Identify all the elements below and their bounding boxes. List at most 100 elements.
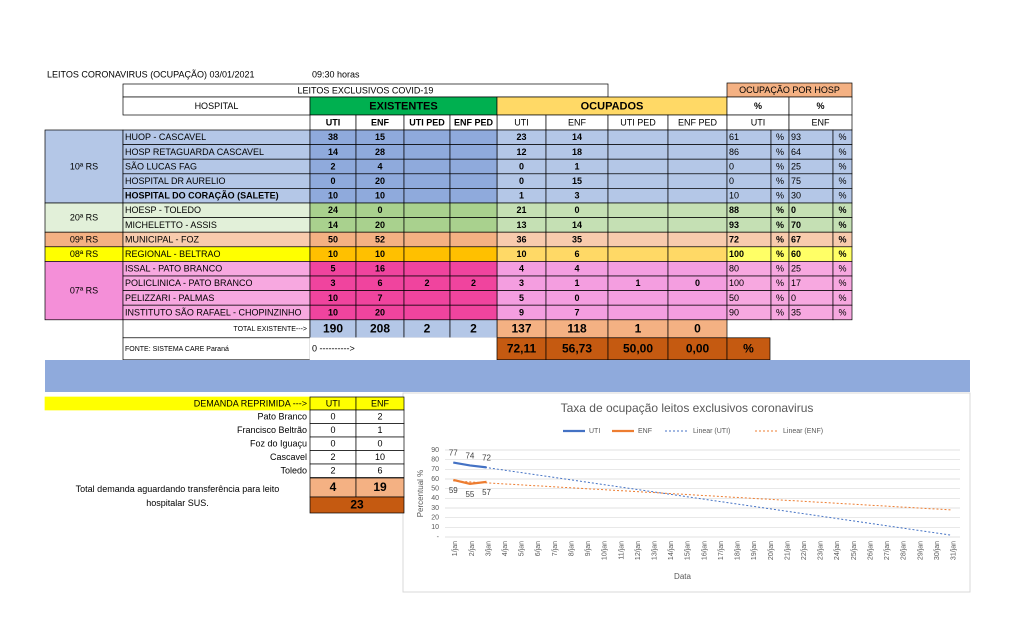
ocupados: 35 (572, 234, 582, 244)
total-existentes: 2 (424, 321, 431, 335)
total-ocupados: 0 (694, 321, 701, 335)
existentes: 4 (377, 161, 382, 171)
existentes-cell (449, 173, 498, 189)
existentes-cell (449, 217, 498, 233)
existentes: 50 (328, 234, 338, 244)
data-label: 77 (449, 449, 458, 458)
ocupados: 14 (572, 132, 582, 142)
subcol: UTI (326, 117, 341, 127)
x-tick-label: 30/jan (934, 541, 941, 560)
x-tick-label: 17/jan (718, 541, 725, 560)
existentes: 14 (328, 147, 338, 157)
existentes: 10 (328, 191, 338, 201)
subcol: ENF (371, 117, 390, 127)
col-header: OCUPADOS (581, 100, 644, 112)
rate: 56,73 (562, 341, 592, 355)
x-tick-label: 16/jan (701, 541, 708, 560)
pct: 100 (729, 278, 744, 288)
existentes: 28 (375, 147, 385, 157)
rate-unit-cell (726, 337, 771, 361)
y-tick-label: 20 (431, 515, 439, 522)
pct-sign: % (838, 205, 846, 215)
y-axis-label: Percentual % (416, 470, 425, 518)
pct-sign: % (838, 161, 846, 171)
existentes-cell (403, 188, 451, 204)
ocupados-cell (667, 246, 728, 262)
pct-sign: % (838, 278, 846, 288)
pct: 75 (791, 176, 801, 186)
x-tick-label: 14/jan (668, 541, 675, 560)
y-tick-label: 30 (431, 505, 439, 512)
ocupados-cell (607, 217, 669, 233)
legend-label: ENF (638, 428, 652, 435)
y-tick-label: 90 (431, 447, 439, 454)
existentes: 38 (328, 132, 338, 142)
chart-frame (402, 392, 971, 593)
ocupados-cell (667, 173, 728, 189)
x-tick-label: 13/jan (652, 541, 659, 560)
x-tick-label: 3/jan (485, 541, 492, 556)
demand-value-cell (355, 463, 405, 478)
demand-value: 2 (377, 412, 382, 422)
time: 09:30 horas (312, 69, 360, 79)
existentes-cell (403, 173, 451, 189)
x-tick-label: 8/jan (568, 541, 575, 556)
pct-sign: % (776, 307, 784, 317)
pct-sign: % (776, 220, 784, 230)
subcol: ENF PED (678, 117, 718, 127)
existentes: 0 (330, 176, 335, 186)
y-tick-label: 80 (431, 457, 439, 464)
pct-sign: % (838, 176, 846, 186)
ocupados: 1 (574, 161, 579, 171)
hospital: HOSPITAL DR AURELIO (125, 176, 226, 186)
hospital: HUOP - CASCAVEL (125, 132, 206, 142)
ocupados-cell (607, 158, 669, 175)
x-tick-label: 22/jan (801, 541, 808, 560)
ocupados-cell (607, 246, 669, 262)
pct: 93 (791, 132, 801, 142)
pct: 0 (729, 161, 734, 171)
x-tick-label: 12/jan (635, 541, 642, 560)
subcol: UTI (751, 117, 766, 127)
ocupados: 23 (516, 132, 526, 142)
pct-sign: % (776, 176, 784, 186)
pct: 80 (729, 264, 739, 274)
data-label: 72 (482, 454, 491, 463)
hospital: POLICLINICA - PATO BRANCO (125, 278, 253, 288)
city: Foz do Iguaçu (250, 438, 307, 448)
existentes: 20 (375, 220, 385, 230)
existentes-cell (403, 290, 451, 306)
pct-sign: % (838, 220, 846, 230)
pct: 50 (729, 293, 739, 303)
col-header: % (754, 101, 762, 111)
hospital: HOESP - TOLEDO (125, 205, 201, 215)
demand-total: 19 (373, 480, 387, 494)
existentes: 10 (375, 191, 385, 201)
pct-sign: % (838, 307, 846, 317)
demand-value: 0 (330, 439, 335, 449)
existentes-cell (449, 261, 498, 277)
existentes: 24 (328, 205, 338, 215)
demand-value: 2 (330, 466, 335, 476)
pct-sign: % (776, 132, 784, 142)
x-tick-label: 27/jan (884, 541, 891, 560)
hospital: REGIONAL - BELTRAO (125, 249, 221, 259)
pct: 25 (791, 264, 801, 274)
x-tick-label: 10/jan (602, 541, 609, 560)
x-tick-label: 7/jan (552, 541, 559, 556)
y-tick-label: 50 (431, 486, 439, 493)
total-existentes: 190 (323, 321, 343, 335)
ocupados: 6 (574, 249, 579, 259)
existentes-cell (449, 246, 498, 262)
x-tick-label: 1/jan (452, 541, 459, 556)
pct-sign: % (776, 147, 784, 157)
ocupados-cell (607, 202, 669, 218)
y-tick-label: 40 (431, 495, 439, 502)
demand-value: 6 (377, 466, 382, 476)
y-tick-label: 10 (431, 524, 439, 531)
hospital: MICHELETTO - ASSIS (125, 220, 217, 230)
ocupados-cell (607, 188, 669, 204)
existentes: 0 (377, 205, 382, 215)
existentes: 3 (330, 278, 335, 288)
y-tick-label: - (437, 534, 440, 541)
